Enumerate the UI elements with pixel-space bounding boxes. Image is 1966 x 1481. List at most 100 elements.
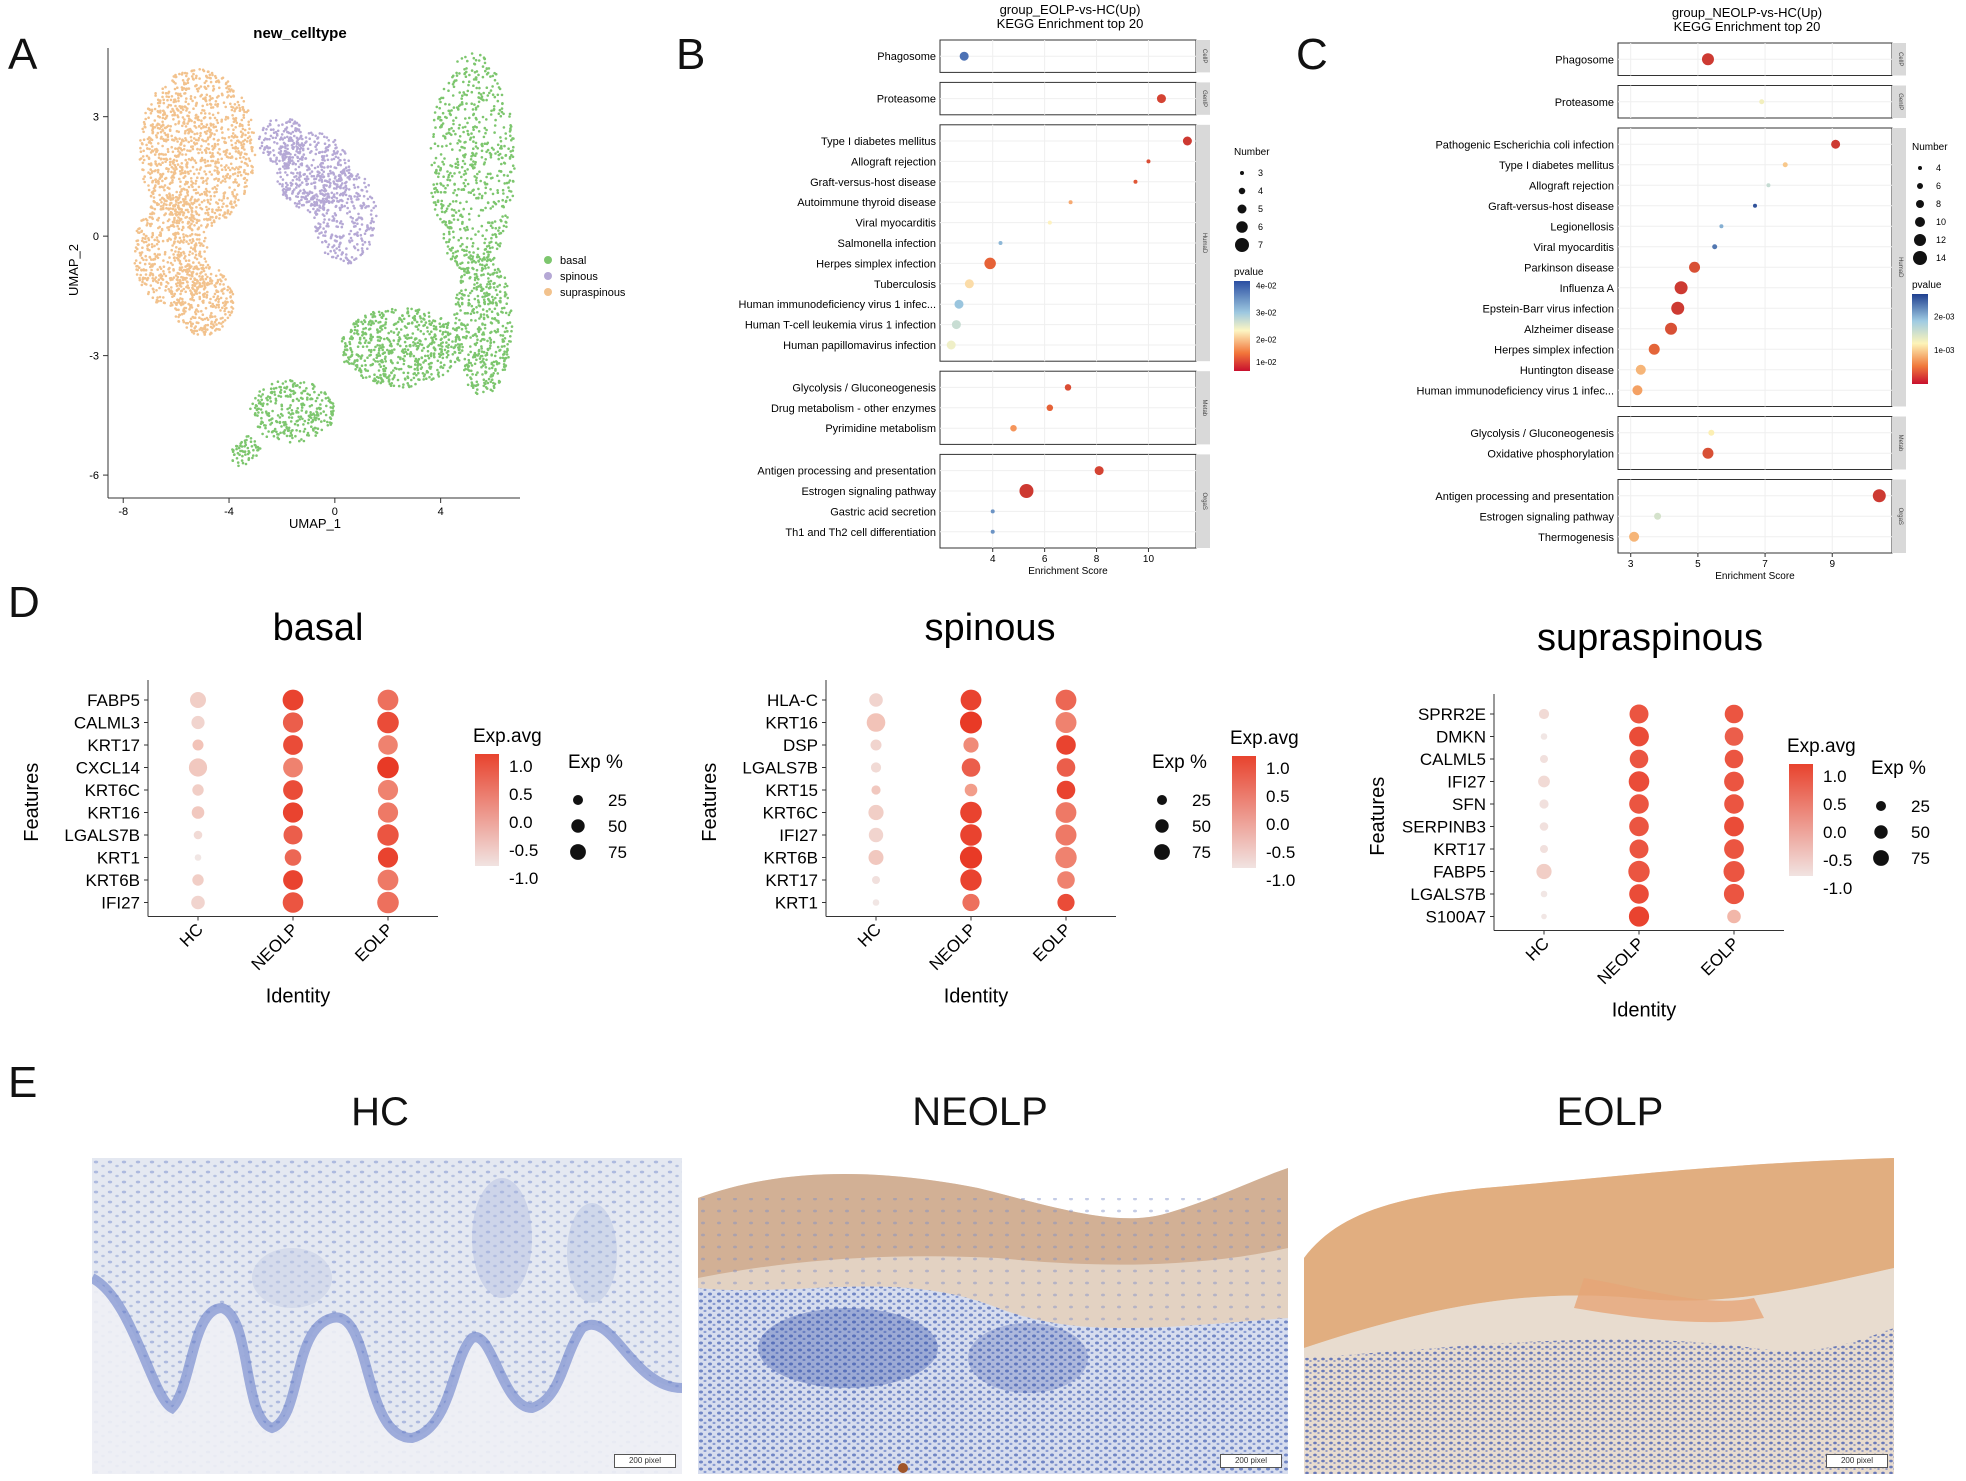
umap-point-basal bbox=[505, 181, 509, 185]
umap-point-basal bbox=[469, 191, 473, 194]
umap-point-supraspinous bbox=[142, 258, 145, 262]
umap-point-basal bbox=[475, 70, 479, 73]
umap-point-basal bbox=[412, 354, 416, 358]
umap-point-basal bbox=[502, 353, 505, 356]
umap-point-supraspinous bbox=[174, 147, 177, 150]
umap-point-spinous bbox=[305, 179, 308, 183]
umap-point-basal bbox=[501, 198, 505, 202]
umap-point-basal bbox=[499, 296, 502, 300]
umap-point-basal bbox=[343, 360, 346, 364]
umap-point-basal bbox=[479, 285, 483, 289]
umap-point-basal bbox=[503, 144, 506, 148]
umap-point-basal bbox=[459, 201, 462, 205]
umap-point-supraspinous bbox=[198, 148, 202, 151]
umap-point-supraspinous bbox=[190, 75, 194, 78]
umap-point-basal bbox=[490, 236, 493, 240]
umap-point-basal bbox=[480, 95, 484, 98]
umap-point-spinous bbox=[366, 197, 370, 201]
umap-point-supraspinous bbox=[198, 252, 202, 255]
umap-point-supraspinous bbox=[218, 213, 221, 216]
kegg-size-legend-dot bbox=[1236, 221, 1248, 233]
umap-point-spinous bbox=[341, 199, 344, 203]
umap-point-supraspinous bbox=[206, 263, 210, 267]
umap-point-basal bbox=[474, 154, 477, 157]
umap-point-supraspinous bbox=[147, 188, 151, 192]
umap-point-supraspinous bbox=[213, 284, 216, 287]
umap-point-basal bbox=[481, 115, 485, 119]
kegg-term-label: Tuberculosis bbox=[874, 279, 936, 291]
umap-point-basal bbox=[463, 184, 467, 188]
umap-point-spinous bbox=[323, 135, 326, 139]
umap-point-basal bbox=[465, 102, 468, 105]
umap-point-basal bbox=[466, 383, 470, 387]
umap-point-spinous bbox=[282, 129, 286, 133]
umap-point-basal bbox=[311, 418, 315, 422]
umap-point-supraspinous bbox=[189, 246, 193, 249]
umap-point-basal bbox=[434, 334, 437, 338]
umap-point-basal bbox=[469, 276, 472, 279]
umap-point-basal bbox=[463, 273, 466, 277]
umap-point-basal bbox=[434, 337, 438, 341]
umap-point-basal bbox=[504, 137, 508, 140]
umap-point-spinous bbox=[322, 170, 326, 173]
umap-point-basal bbox=[467, 353, 470, 357]
umap-point-basal bbox=[277, 394, 281, 398]
umap-point-basal bbox=[467, 358, 471, 362]
umap-point-basal bbox=[390, 344, 393, 348]
umap-point-supraspinous bbox=[153, 262, 156, 266]
umap-point-basal bbox=[306, 421, 310, 425]
umap-point-supraspinous bbox=[244, 172, 248, 175]
umap-point-supraspinous bbox=[215, 208, 218, 212]
umap-point-spinous bbox=[296, 202, 299, 206]
umap-point-basal bbox=[477, 278, 480, 281]
umap-point-supraspinous bbox=[169, 125, 172, 128]
umap-point-basal bbox=[289, 431, 293, 435]
umap-point-basal bbox=[506, 296, 510, 300]
umap-point-basal bbox=[488, 367, 491, 370]
umap-point-basal bbox=[485, 351, 489, 355]
umap-point-basal bbox=[454, 162, 458, 166]
umap-point-spinous bbox=[328, 184, 332, 187]
umap-point-supraspinous bbox=[166, 105, 169, 109]
umap-point-spinous bbox=[296, 192, 300, 195]
umap-point-basal bbox=[427, 311, 431, 315]
umap-point-basal bbox=[432, 183, 436, 186]
umap-point-basal bbox=[441, 333, 444, 336]
umap-point-supraspinous bbox=[169, 98, 173, 102]
umap-point-supraspinous bbox=[239, 165, 243, 169]
umap-point-basal bbox=[257, 411, 260, 414]
umap-point-supraspinous bbox=[159, 109, 162, 113]
umap-point-basal bbox=[460, 188, 464, 191]
umap-point-basal bbox=[467, 256, 471, 259]
umap-point-spinous bbox=[271, 160, 275, 163]
umap-point-basal bbox=[361, 345, 365, 349]
umap-point-spinous bbox=[335, 219, 339, 223]
umap-point-supraspinous bbox=[232, 128, 235, 131]
umap-point-basal bbox=[243, 450, 247, 453]
umap-point-basal bbox=[486, 71, 490, 75]
umap-point-basal bbox=[475, 76, 478, 79]
umap-point-basal bbox=[475, 181, 478, 185]
umap-point-supraspinous bbox=[166, 226, 169, 229]
umap-point-spinous bbox=[272, 128, 275, 131]
umap-point-spinous bbox=[290, 182, 294, 186]
umap-point-spinous bbox=[288, 158, 292, 162]
umap-point-basal bbox=[465, 67, 468, 70]
umap-point-supraspinous bbox=[236, 139, 240, 142]
kegg-point bbox=[1094, 466, 1104, 476]
umap-point-spinous bbox=[278, 167, 282, 171]
umap-point-spinous bbox=[311, 203, 314, 207]
umap-point-spinous bbox=[295, 195, 298, 198]
umap-point-spinous bbox=[356, 234, 360, 237]
umap-point-basal bbox=[485, 150, 488, 154]
umap-point-basal bbox=[397, 368, 401, 371]
umap-point-supraspinous bbox=[205, 93, 209, 97]
umap-point-basal bbox=[456, 60, 459, 63]
umap-point-supraspinous bbox=[200, 151, 204, 154]
umap-point-supraspinous bbox=[173, 163, 177, 167]
umap-point-supraspinous bbox=[210, 322, 213, 325]
umap-point-supraspinous bbox=[141, 127, 144, 131]
umap-point-supraspinous bbox=[204, 306, 208, 310]
umap-point-basal bbox=[459, 140, 462, 143]
umap-point-basal bbox=[367, 328, 371, 331]
